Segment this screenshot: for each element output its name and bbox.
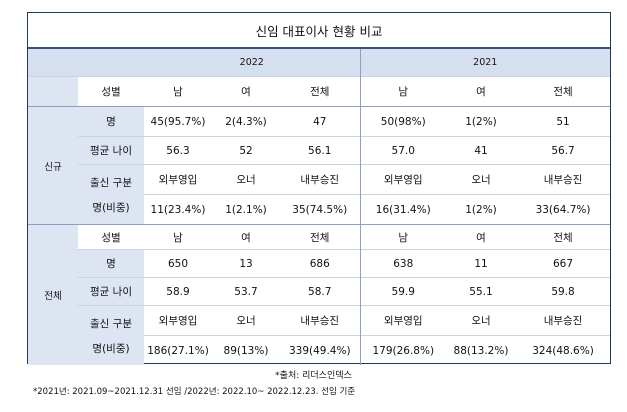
col-male-2022: 남 [144,224,212,250]
table-cell: 내부승진 [280,305,361,336]
year-2021-header: 2021 [360,47,611,77]
table-cell: 오너 [446,305,516,336]
table-cell: 33(64.7%) [516,194,611,225]
table-cell: 외부영입 [360,305,446,336]
table-cell: 13 [212,249,280,278]
origin-label-line1: 출신 구분 [90,317,132,330]
col-female-2022: 여 [212,76,280,107]
col-total-2021: 전체 [516,224,611,250]
table-title: 신임 대표이사 현황 비교 [28,13,611,49]
table-cell: 50(98%) [360,106,446,137]
table-cell: 58.9 [144,277,212,306]
col-female-2021: 여 [446,76,516,107]
col-total-2021: 전체 [516,76,611,107]
table-cell: 1(2%) [446,194,516,225]
table-cell: 53.7 [212,277,280,306]
table-cell: 35(74.5%) [280,194,361,225]
row-label-origin: 출신 구분 명(비중) [78,164,144,225]
table-cell: 57.0 [360,136,446,165]
table-cell: 55.1 [446,277,516,306]
row-label-count: 명 [78,106,144,137]
source-note: *출처: 리더스인덱스 [275,371,352,381]
table-cell: 2(4.3%) [212,106,280,137]
table-cell: 41 [446,136,516,165]
footnote: *2021년: 2021.09~2021.12.31 선임 /2022년: 20… [33,387,356,397]
table-cell: 외부영입 [360,164,446,195]
col-male-2021: 남 [360,76,446,107]
table-cell: 650 [144,249,212,278]
origin-label-line1: 출신 구분 [90,176,132,189]
row-label-count: 명 [78,249,144,278]
table-cell: 11 [446,249,516,278]
table-cell: 11(23.4%) [144,194,212,225]
table-cell: 1(2%) [446,106,516,137]
table-cell: 47 [280,106,361,137]
table-cell: 내부승진 [516,164,611,195]
table-cell: 179(26.8%) [360,335,446,365]
table-cell: 59.9 [360,277,446,306]
gender-label-all: 성별 [78,224,144,250]
table-cell: 내부승진 [516,305,611,336]
table-cell: 외부영입 [144,164,212,195]
table-cell: 1(2.1%) [212,194,280,225]
table-cell: 89(13%) [212,335,280,365]
table-cell: 339(49.4%) [280,335,361,365]
section-all: 전체 [28,224,78,365]
col-male-2021: 남 [360,224,446,250]
origin-label-line2: 명(비중) [92,201,130,214]
table-cell: 외부영입 [144,305,212,336]
row-label-avg-age: 평균 나이 [78,136,144,165]
table-cell: 45(95.7%) [144,106,212,137]
table-cell: 내부승진 [280,164,361,195]
col-total-2022: 전체 [280,224,361,250]
table-cell: 56.3 [144,136,212,165]
table-cell: 667 [516,249,611,278]
row-label-avg-age: 평균 나이 [78,277,144,306]
table-cell: 638 [360,249,446,278]
table-cell: 오너 [446,164,516,195]
origin-label-line2: 명(비중) [92,342,130,355]
table-cell: 56.1 [280,136,361,165]
table-cell: 686 [280,249,361,278]
table-cell: 51 [516,106,611,137]
section-new: 신규 [28,106,78,225]
row-label-origin: 출신 구분 명(비중) [78,305,144,365]
gender-label: 성별 [78,76,144,107]
year-2022-header: 2022 [144,47,361,77]
table-cell: 59.8 [516,277,611,306]
table-cell: 52 [212,136,280,165]
col-female-2022: 여 [212,224,280,250]
ceo-comparison-table: 신임 대표이사 현황 비교 2022 2021 성별 남 여 전체 남 여 전체… [28,13,611,365]
col-male-2022: 남 [144,76,212,107]
col-total-2022: 전체 [280,76,361,107]
table-cell: 56.7 [516,136,611,165]
table-cell: 324(48.6%) [516,335,611,365]
table-cell: 58.7 [280,277,361,306]
table-cell: 186(27.1%) [144,335,212,365]
corner-cell [28,47,144,77]
gender-corner [28,76,78,107]
table-cell: 16(31.4%) [360,194,446,225]
table-cell: 88(13.2%) [446,335,516,365]
table-cell: 오너 [212,164,280,195]
col-female-2021: 여 [446,224,516,250]
table-cell: 오너 [212,305,280,336]
